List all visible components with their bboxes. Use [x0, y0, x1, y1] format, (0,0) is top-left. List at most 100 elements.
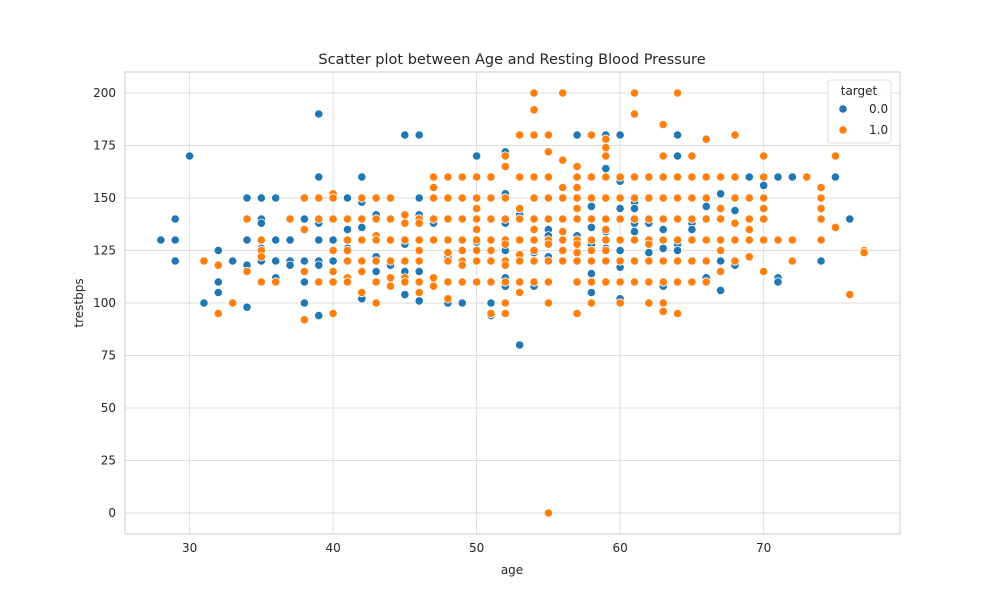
data-point-series-1: [572, 308, 582, 319]
data-point-series-0: [586, 268, 597, 279]
data-point-series-1: [816, 182, 826, 193]
data-point-series-1: [500, 239, 510, 249]
data-point-series-1: [299, 266, 309, 277]
y-tick-label: 75: [101, 349, 116, 363]
y-tick-label: 50: [101, 401, 116, 415]
data-point-series-1: [802, 172, 812, 182]
data-point-series-1: [472, 193, 482, 203]
data-point-series-0: [414, 266, 424, 277]
plot-frame: [124, 71, 901, 535]
data-point-series-1: [472, 277, 482, 287]
data-point-series-0: [342, 193, 353, 203]
data-point-series-1: [759, 235, 769, 245]
data-point-series-1: [385, 235, 396, 245]
data-point-series-0: [457, 298, 467, 308]
grid-lines: [125, 72, 900, 534]
data-point-series-1: [744, 214, 754, 224]
data-point-series-1: [472, 172, 482, 182]
data-point-series-1: [428, 235, 439, 245]
data-point-series-1: [701, 172, 711, 182]
data-point-series-1: [644, 214, 654, 224]
data-point-series-1: [558, 256, 568, 266]
data-point-series-1: [328, 277, 338, 287]
data-point-series-1: [529, 130, 539, 140]
data-point-series-1: [486, 235, 496, 245]
data-point-series-1: [672, 235, 683, 245]
data-point-series-1: [601, 245, 611, 256]
data-point-series-1: [529, 256, 539, 266]
data-point-series-1: [687, 151, 697, 161]
legend: target 0.0 1.0: [827, 79, 892, 144]
data-point-series-1: [242, 266, 252, 277]
x-axis-ticks: 30 40 50 60 70: [182, 541, 771, 555]
data-point-series-1: [385, 214, 396, 224]
data-point-series-0: [716, 189, 726, 199]
data-point-series-0: [271, 193, 281, 203]
data-point-series-1: [242, 214, 252, 224]
data-point-series-1: [558, 245, 568, 256]
data-point-series-1: [500, 214, 510, 224]
data-point-series-1: [472, 224, 482, 235]
data-point-series-1: [400, 256, 410, 266]
data-point-series-1: [816, 214, 826, 224]
data-point-series-0: [213, 245, 223, 256]
data-point-series-0: [314, 172, 324, 182]
data-point-series-0: [414, 130, 424, 140]
data-point-series-1: [500, 308, 510, 319]
data-point-series-1: [672, 193, 683, 203]
data-point-series-1: [457, 172, 467, 182]
data-point-series-1: [572, 203, 582, 214]
data-point-series-1: [730, 193, 740, 203]
legend-marker: [838, 125, 848, 135]
data-point-series-1: [543, 130, 553, 140]
data-point-series-1: [328, 193, 338, 203]
data-point-series-1: [601, 193, 611, 203]
data-point-series-0: [314, 310, 324, 321]
data-point-series-0: [199, 298, 209, 308]
data-point-series-1: [400, 235, 410, 245]
data-point-series-0: [730, 206, 740, 216]
data-point-series-1: [414, 218, 424, 228]
data-point-series-0: [170, 256, 180, 266]
data-point-series-1: [716, 235, 726, 245]
legend-label: 0.0: [869, 102, 888, 116]
data-point-series-1: [572, 214, 582, 224]
data-point-series-1: [658, 235, 668, 245]
data-point-series-1: [658, 256, 668, 266]
data-point-series-1: [515, 277, 525, 287]
data-point-series-1: [787, 235, 797, 245]
data-point-series-1: [672, 172, 683, 182]
y-tick-label: 175: [93, 139, 116, 153]
data-point-series-1: [385, 193, 396, 203]
data-point-series-0: [472, 151, 482, 161]
data-point-series-0: [586, 201, 597, 211]
data-point-series-1: [701, 256, 711, 266]
data-point-series-1: [730, 256, 740, 266]
data-point-series-0: [213, 277, 223, 287]
data-point-series-1: [385, 281, 396, 291]
data-point-series-1: [529, 172, 539, 182]
data-point-series-1: [716, 172, 726, 182]
data-point-series-1: [644, 256, 654, 266]
data-point-series-1: [428, 281, 439, 291]
data-point-series-1: [529, 88, 539, 98]
data-point-series-1: [572, 248, 582, 258]
data-point-series-1: [472, 203, 482, 214]
data-point-series-1: [687, 214, 697, 224]
data-point-series-0: [414, 193, 424, 203]
data-point-series-0: [400, 130, 410, 140]
data-point-series-1: [572, 182, 582, 193]
data-point-series-1: [486, 277, 496, 287]
data-point-series-1: [644, 172, 654, 182]
data-point-series-1: [486, 214, 496, 224]
x-tick-label: 40: [325, 541, 340, 555]
data-point-series-1: [629, 193, 640, 203]
data-point-series-1: [443, 193, 453, 203]
data-point-series-0: [342, 224, 353, 235]
data-point-series-0: [328, 256, 338, 266]
data-point-series-0: [787, 172, 797, 182]
data-point-series-0: [357, 172, 367, 182]
y-tick-label: 25: [101, 454, 116, 468]
data-point-series-0: [716, 285, 726, 295]
data-point-series-0: [629, 203, 640, 214]
